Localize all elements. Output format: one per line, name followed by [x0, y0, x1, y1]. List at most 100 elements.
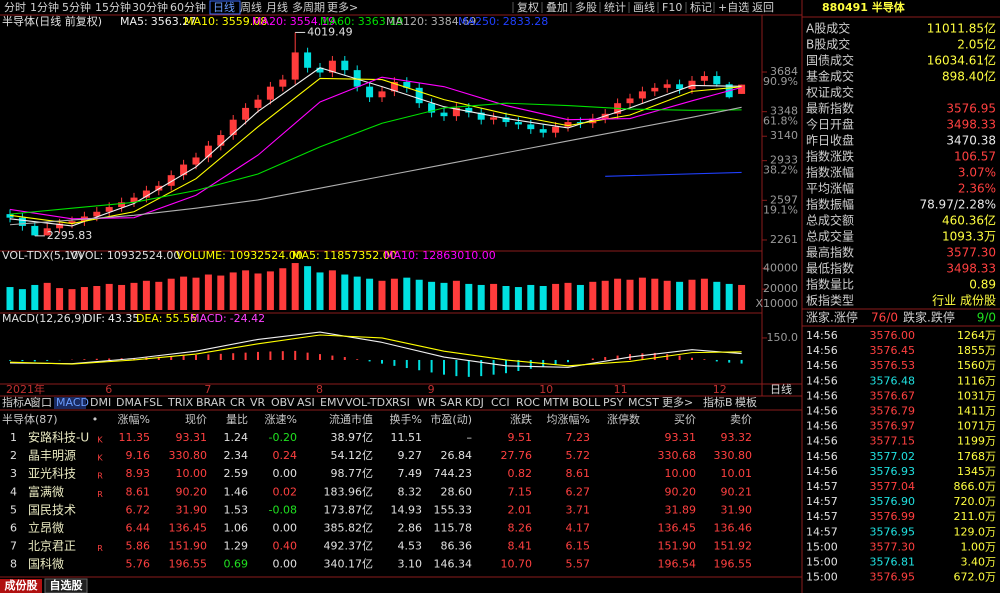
indicator-tab[interactable]: 更多>: [662, 395, 693, 409]
column-header: 涨跌: [510, 412, 532, 426]
column-header: •: [92, 413, 99, 426]
stat-label: 最高指数: [806, 245, 854, 260]
indicator-tab[interactable]: MACD: [56, 396, 89, 409]
tick-time: 14:56: [806, 450, 838, 463]
tool-button[interactable]: 复权: [517, 0, 539, 14]
candle-body: [452, 107, 460, 117]
volume-bar: [713, 281, 721, 310]
tick-volume: 672.0万: [954, 571, 997, 584]
indicator-tab[interactable]: MCST: [628, 396, 659, 409]
period-tab[interactable]: 月线: [266, 0, 288, 14]
indicator-tab[interactable]: CR: [230, 396, 246, 409]
period-tab[interactable]: 30分钟: [132, 0, 168, 14]
column-header: 买价: [674, 413, 696, 426]
volume-bar: [130, 282, 138, 310]
tick-time: 14:57: [806, 495, 838, 508]
period-tab[interactable]: 60分钟: [170, 0, 206, 14]
tool-button[interactable]: 统计: [604, 1, 626, 14]
indicator-tab[interactable]: VR: [250, 396, 266, 409]
table-cell: 10.01: [721, 467, 753, 480]
table-cell: 2.34: [224, 449, 249, 462]
tick-volume: 129.0万: [954, 525, 997, 538]
period-tab[interactable]: 分时: [4, 1, 26, 14]
indicator-tab[interactable]: OBV: [271, 396, 295, 409]
y-tick-label: 3348: [770, 105, 798, 118]
tool-button[interactable]: 标记: [690, 0, 712, 14]
indicator-tab[interactable]: ASI: [297, 396, 315, 409]
tick-time: 15:00: [806, 540, 838, 553]
tool-button[interactable]: +自选: [718, 1, 749, 14]
indicator-tab[interactable]: CCI: [491, 396, 510, 409]
table-cell: 90.20: [176, 485, 208, 498]
breadth-label: 跌家.跌停: [903, 310, 955, 325]
volume-bar: [180, 276, 188, 310]
table-cell: 27.76: [501, 449, 533, 462]
period-tab[interactable]: 更多>: [327, 0, 358, 14]
stat-value: 460.36亿: [942, 213, 996, 228]
column-header: 换手%: [390, 412, 422, 426]
period-tab[interactable]: 15分钟: [95, 0, 131, 14]
tick-time: 14:56: [806, 405, 838, 418]
legend-value: 3384.69: [431, 15, 477, 28]
stock-name: 安路科技-U: [28, 430, 89, 445]
indicator-tab[interactable]: 模板: [735, 395, 757, 409]
indicator-tab[interactable]: PSY: [603, 396, 624, 409]
tick-time: 14:56: [806, 435, 838, 448]
bottom-tab[interactable]: 成份股: [5, 578, 39, 592]
column-header: 量比: [226, 413, 248, 426]
tool-button[interactable]: 画线: [633, 0, 655, 14]
volume-bar: [18, 289, 26, 310]
volume-bar: [502, 286, 510, 310]
indicator-tab[interactable]: TRIX: [167, 396, 194, 409]
indicator-line: [9, 102, 742, 215]
table-cell: 340.17亿: [324, 558, 374, 571]
stat-label: 权证成交: [806, 85, 854, 100]
tool-button[interactable]: 叠加: [546, 1, 568, 14]
indicator-tab[interactable]: BRAR: [196, 396, 226, 409]
tool-button[interactable]: 返回: [752, 1, 774, 14]
indicator-tab[interactable]: DMA: [116, 396, 142, 409]
legend-entry: MA60: 3363.19: [320, 15, 403, 28]
indicator-tab[interactable]: VOL-TDX: [345, 396, 393, 409]
indicator-tab[interactable]: FSL: [143, 396, 163, 409]
candle-body: [291, 52, 299, 80]
stat-value: 3498.33: [946, 118, 996, 132]
indicator-tab[interactable]: EMV: [320, 396, 344, 409]
period-tab[interactable]: 周线: [240, 0, 262, 14]
table-cell: 155.33: [434, 503, 473, 516]
table-cell: 115.78: [434, 522, 473, 535]
indicator-tab[interactable]: RSI: [392, 396, 410, 409]
indicator-tab[interactable]: ROC: [516, 396, 540, 409]
indicator-tab[interactable]: 窗口: [30, 395, 52, 409]
period-tab[interactable]: 5分钟: [62, 0, 91, 14]
legend-entry: DIF: 43.35: [84, 312, 139, 325]
bottom-tab[interactable]: 自选股: [50, 578, 84, 592]
indicator-tab[interactable]: MTM: [543, 396, 569, 409]
indicator-tab[interactable]: 指标B: [703, 395, 733, 409]
tick-price: 3577.02: [870, 450, 916, 463]
tool-button[interactable]: F10: [662, 1, 682, 14]
tool-button[interactable]: 多股: [575, 0, 597, 14]
stat-label: 国债成交: [806, 53, 854, 68]
period-tab[interactable]: 1分钟: [30, 0, 59, 14]
stock-flag: R: [97, 544, 103, 553]
table-cell: 5.72: [566, 449, 591, 462]
indicator-tab[interactable]: KDJ: [465, 396, 484, 409]
indicator-tab[interactable]: DMI: [90, 396, 111, 409]
indicator-tab[interactable]: SAR: [440, 396, 463, 409]
indicator-tab[interactable]: 指标A: [2, 395, 32, 409]
indicator-tab[interactable]: BOLL: [572, 396, 601, 409]
row-number: 2: [10, 449, 17, 462]
volume-bar: [217, 275, 225, 310]
table-cell: 28.60: [441, 485, 473, 498]
period-tab[interactable]: 多周期: [292, 0, 325, 14]
legend-value: 3559.08: [222, 15, 268, 28]
period-tab[interactable]: 日线: [213, 0, 235, 14]
volume-bar: [415, 279, 423, 310]
indicator-tab[interactable]: WR: [417, 396, 436, 409]
legend-entry: MACD: -24.42: [190, 312, 265, 325]
stat-value: 0.89: [969, 278, 996, 292]
active-indicator-box: [54, 397, 86, 409]
table-cell: 11.35: [119, 431, 151, 444]
x-tick-label: 9: [428, 383, 435, 396]
